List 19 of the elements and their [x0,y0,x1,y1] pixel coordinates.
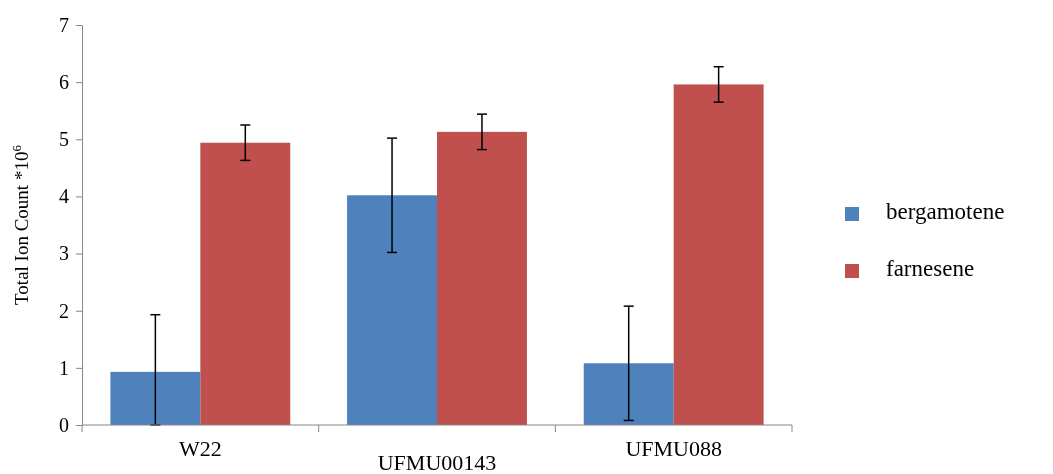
x-tick-label: W22 [178,436,222,461]
y-tick-label: 3 [59,242,69,265]
y-tick-label: 5 [59,128,69,151]
x-tick-label: UFMU00143 [377,450,497,474]
y-tick-label: 6 [59,71,69,94]
bar [347,195,437,425]
bar [673,84,764,425]
y-tick-label: 1 [59,356,69,379]
y-tick-label: 0 [59,413,69,436]
bar [200,142,291,425]
y-tick-label: 4 [59,185,69,208]
bar [110,371,201,425]
legend-label: farnesene [886,256,975,281]
bar [583,363,674,425]
x-tick-label: UFMU088 [625,436,722,461]
y-tick-label: 7 [59,13,69,36]
bar [437,131,527,425]
y-tick-label: 2 [59,299,69,322]
legend-label: bergamotene [886,199,1005,224]
